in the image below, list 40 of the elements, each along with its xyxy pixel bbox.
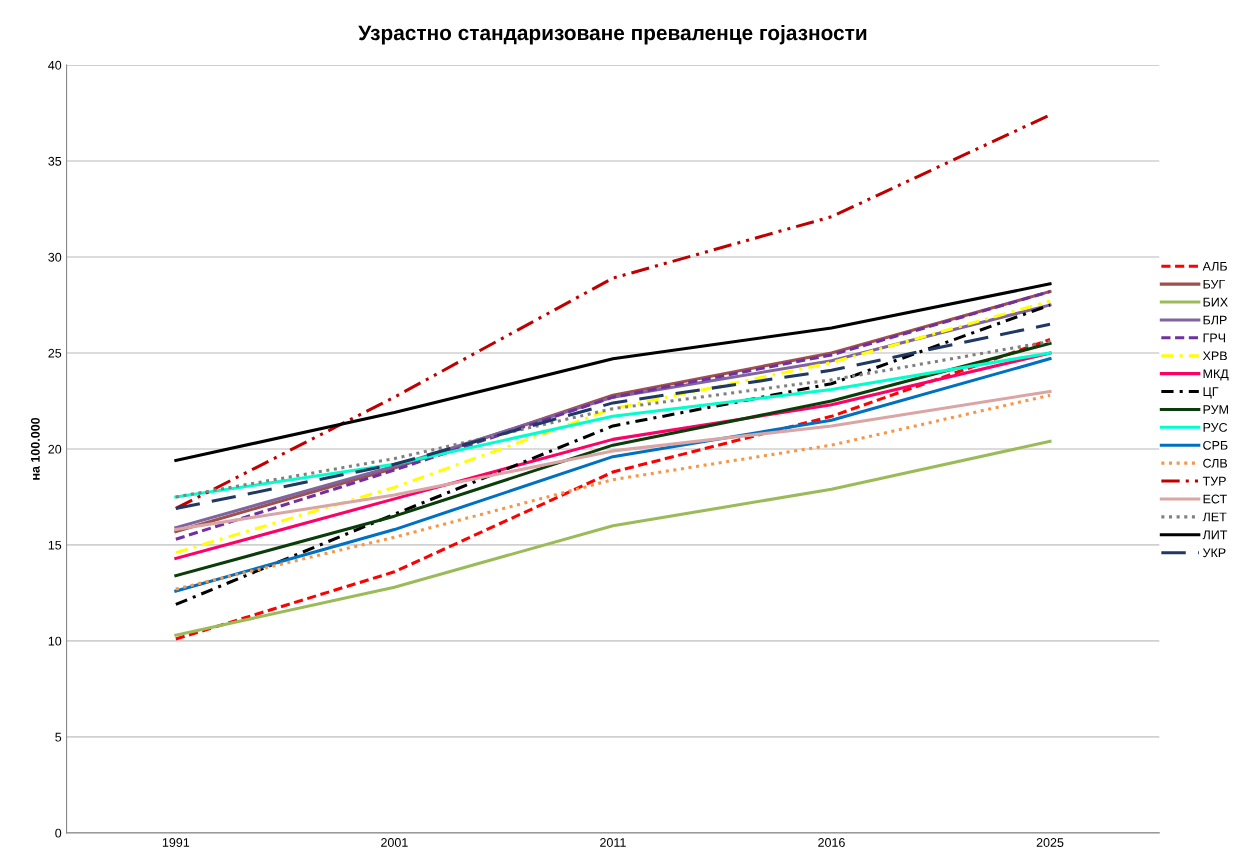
legend-label: ТУР [1202,476,1226,486]
y-tick-label: 30 [48,252,62,262]
y-tick-label: 25 [48,348,62,358]
legend-label: СЛВ [1203,458,1228,468]
legend-label: ЕСТ [1203,494,1227,504]
chart-title: Узрастно стандаризоване преваленце гојазности [358,24,867,45]
legend-label: БУГ [1203,279,1225,289]
legend-label: БИХ [1203,297,1228,307]
y-tick-label: 40 [48,60,62,70]
legend-label: ЛЕТ [1202,512,1227,522]
legend-label: АЛБ [1202,261,1227,271]
line-series [174,303,1052,606]
y-tick-label: 35 [48,156,62,166]
line-series [174,439,1052,637]
y-tick-label: 20 [48,444,62,454]
y-tick-label: 0 [55,828,62,838]
x-tick-label: 2025 [1036,838,1064,847]
line-series [174,322,1052,511]
legend-label: СРБ [1203,440,1228,450]
legend-label: ХРВ [1202,351,1227,361]
line-series [174,393,1052,591]
y-tick-label: 10 [48,636,62,646]
line-series [174,389,1052,532]
legend-label: МКД [1203,369,1229,381]
legend-label: ЦГ [1203,387,1219,399]
legend-label: БЛР [1203,315,1227,325]
line-series [174,282,1052,463]
legend-label: РУС [1203,422,1228,432]
legend-label: УКР [1202,548,1226,558]
legend-label: ЛИТ [1202,530,1228,540]
line-series [174,338,1052,641]
x-tick-label: 2016 [818,838,845,847]
y-axis-title: на 100.000 [30,417,40,480]
y-tick-label: 15 [48,540,62,550]
x-tick-label: 1991 [162,838,190,847]
legend-label: ГРЧ [1203,333,1225,343]
x-tick-label: 2001 [381,838,408,847]
legend-label: РУМ [1203,405,1228,414]
y-tick-label: 5 [55,732,62,742]
x-tick-label: 2011 [600,838,626,847]
